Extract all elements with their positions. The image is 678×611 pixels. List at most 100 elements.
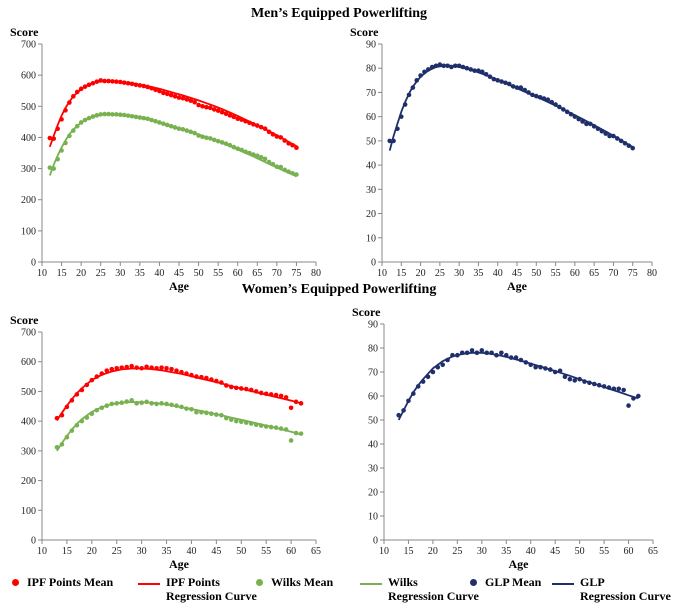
data-point [144,399,149,405]
data-point [468,67,474,72]
data-point [567,376,573,382]
data-point [153,87,158,93]
data-point [99,405,105,411]
data-point [491,76,497,82]
x-tick-label: 70 [272,268,282,279]
data-point [476,68,481,73]
data-point [204,410,209,416]
data-point [270,132,276,137]
data-point [137,115,143,120]
x-tick-label: 25 [96,268,106,279]
data-point [268,392,274,397]
legend-item-glp-curve: GLP Regression Curve [552,575,671,603]
data-point [298,431,304,436]
data-point [79,418,85,424]
x-tick-label: 80 [647,268,657,279]
y-tick-label: 30 [366,185,376,196]
data-point [459,350,465,356]
data-point [503,352,509,358]
data-point [154,401,159,407]
data-point [121,80,127,85]
data-point [247,150,252,156]
x-tick-label: 60 [286,546,296,557]
data-point [415,384,421,389]
data-point [262,126,268,132]
x-tick-label: 20 [76,268,86,279]
x-tick-label: 10 [37,546,47,557]
data-point [238,419,244,425]
legend-item-wilks-mean: Wilks Mean [256,575,333,589]
data-point [587,380,592,386]
data-point [54,415,60,421]
data-point [200,134,205,140]
data-point [215,108,221,113]
data-point [94,79,100,84]
data-point [452,63,458,69]
y-tick-label: 0 [31,258,36,269]
legend-wilks-mean-marker [256,579,263,586]
data-point [94,407,100,413]
data-point [47,135,53,141]
y-tick-label: 600 [21,71,36,82]
data-point [243,149,248,155]
data-point [84,415,90,420]
data-point [235,146,241,151]
data-point [243,386,249,392]
data-point [117,79,123,85]
legend-item-ipf-mean: IPF Points Mean [12,575,113,589]
x-tick-label: 35 [501,546,511,557]
data-point [179,404,184,410]
data-point [266,129,272,135]
y-axis-title: Score [350,25,379,39]
data-point [214,412,219,417]
legend-ipf-curve-marker [138,583,160,585]
data-point [499,79,504,84]
data-point [164,365,169,371]
data-point [568,111,574,117]
data-point [67,133,72,139]
x-tick-label: 45 [211,546,221,557]
data-point [572,378,578,383]
data-point [174,368,179,373]
data-point [603,131,609,136]
data-point [273,392,279,398]
men-title: Men’s Equipped Powerlifting [250,6,428,21]
data-point [86,82,92,88]
data-point [149,365,154,370]
x-axis-title: Age [509,557,530,571]
data-point [233,418,239,424]
data-point [483,71,489,77]
data-point [223,141,229,146]
data-point [145,84,150,90]
data-point [401,408,406,413]
x-tick-label: 55 [261,546,271,557]
data-point [124,399,129,404]
data-point [164,91,170,97]
data-point [495,78,501,83]
legend-ipf-mean-marker [12,579,19,586]
data-point [450,352,455,358]
data-point [513,355,519,360]
data-point [479,69,485,75]
x-tick-label: 30 [137,546,147,557]
x-tick-label: 30 [477,546,487,557]
data-point [145,116,150,122]
legend-item-ipf-curve: IPF Points Regression Curve [138,575,257,603]
data-point [282,138,287,143]
y-tick-label: 70 [366,88,376,99]
data-point [396,412,401,418]
x-tick-label: 40 [154,268,164,279]
data-point [227,113,233,118]
data-point [263,391,269,397]
y-tick-label: 0 [371,258,376,269]
data-point [94,374,100,379]
data-point [168,92,174,98]
y-tick-label: 500 [21,387,36,398]
data-point [622,141,628,146]
y-tick-label: 0 [373,536,378,547]
x-tick-label: 55 [213,268,223,279]
data-point [229,384,234,390]
data-point [469,348,475,353]
